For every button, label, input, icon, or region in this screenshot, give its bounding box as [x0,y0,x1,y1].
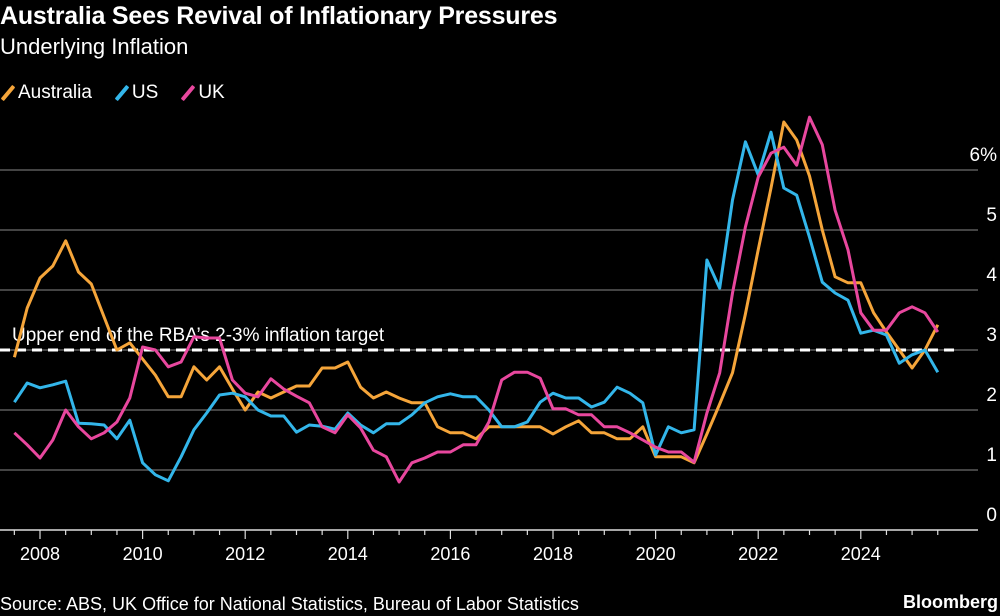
legend-item-us: US [114,82,158,104]
gridlines [0,169,978,471]
x-tick-label: 2018 [533,544,573,564]
y-axis: 0 1 2 3 4 5 6% [970,145,998,526]
series-line-us [13,130,940,483]
y-tick-label: 4 [986,265,997,286]
legend-label-australia: Australia [18,82,92,103]
x-tick-label: 2016 [430,544,470,564]
y-tick-label: 5 [986,205,997,226]
target-annotation: Upper end of the RBA’s 2-3% inflation ta… [0,325,955,352]
y-tick-label: 2 [986,385,997,406]
series-lines [12,115,940,484]
chart-subtitle: Underlying Inflation [0,34,189,59]
legend: Australia US UK [0,82,225,104]
x-axis: 2008 2010 2012 2014 2016 2018 2020 2022 2024 [0,529,978,564]
x-tick-label: 2012 [225,544,265,564]
series-line-uk [13,115,940,484]
y-tick-label: 0 [986,505,997,526]
x-tick-label: 2022 [738,544,778,564]
chart-title: Australia Sees Revival of Inflationary P… [0,2,558,30]
y-tick-label: 3 [986,325,997,346]
x-tick-label: 2008 [20,544,60,564]
bloomberg-logo: Bloomberg [902,592,998,612]
legend-item-uk: UK [180,82,225,104]
legend-label-us: US [131,82,159,103]
series-line-australia [12,120,940,465]
x-tick-label: 2010 [123,544,163,564]
x-tick-label: 2024 [841,544,881,564]
y-tick-label: 6% [970,145,998,166]
x-tick-label: 2014 [328,544,368,564]
legend-item-australia: Australia [0,82,92,104]
target-annotation-label: Upper end of the RBA’s 2-3% inflation ta… [12,325,385,346]
source-note: Source: ABS, UK Office for National Stat… [0,594,579,614]
y-tick-label: 1 [986,445,997,466]
x-tick-label: 2020 [636,544,676,564]
legend-label-uk: UK [198,82,225,103]
